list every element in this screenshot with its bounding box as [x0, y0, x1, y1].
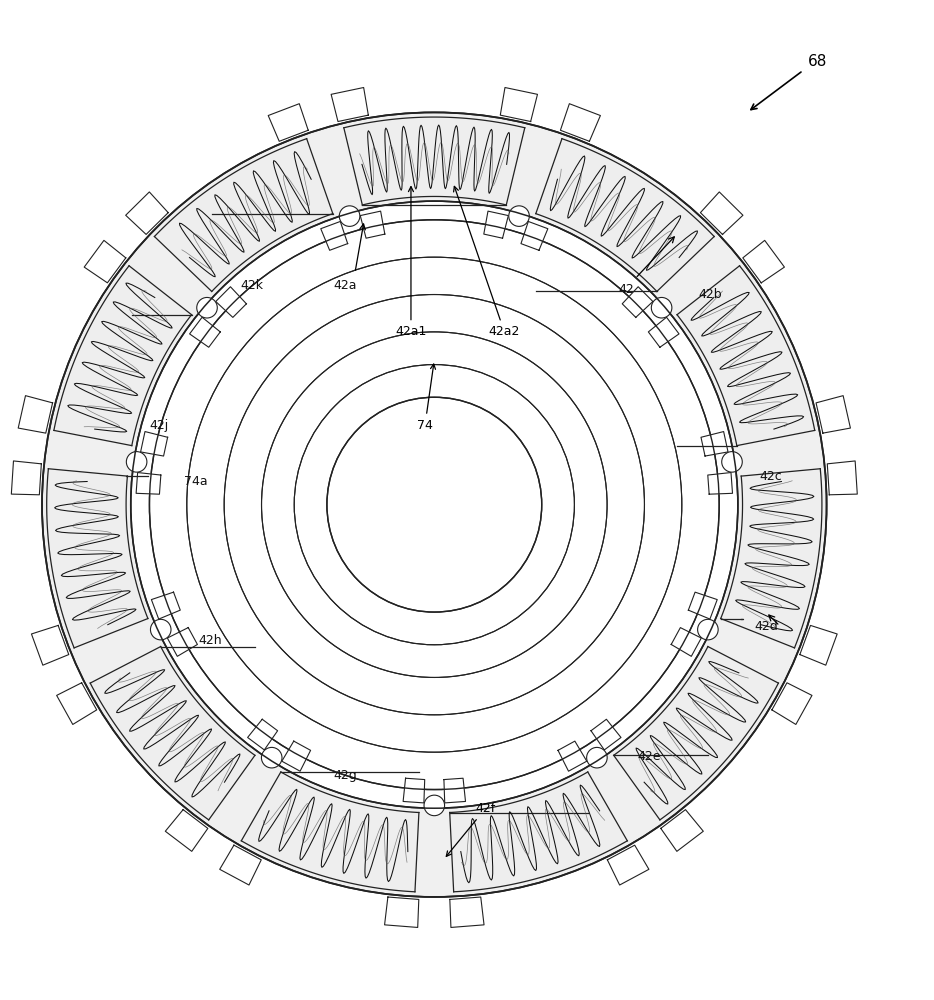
Text: 42a: 42a — [333, 279, 358, 292]
Polygon shape — [816, 396, 851, 433]
Polygon shape — [167, 628, 197, 656]
Polygon shape — [622, 287, 653, 317]
Polygon shape — [648, 317, 679, 347]
Polygon shape — [721, 469, 822, 648]
Text: 42a1: 42a1 — [395, 187, 427, 338]
Polygon shape — [332, 88, 368, 122]
Polygon shape — [241, 772, 419, 892]
Circle shape — [131, 201, 738, 808]
Polygon shape — [771, 683, 812, 724]
Circle shape — [187, 257, 682, 752]
Circle shape — [722, 452, 743, 472]
Polygon shape — [708, 473, 732, 494]
Polygon shape — [320, 221, 347, 250]
Circle shape — [42, 112, 827, 897]
Polygon shape — [385, 897, 418, 927]
Polygon shape — [268, 104, 308, 141]
Polygon shape — [190, 317, 220, 347]
Polygon shape — [361, 211, 385, 238]
Polygon shape — [560, 104, 601, 141]
Polygon shape — [614, 647, 778, 820]
Polygon shape — [701, 432, 728, 456]
Circle shape — [509, 206, 530, 226]
Polygon shape — [344, 117, 525, 205]
Circle shape — [587, 747, 607, 768]
Text: 42a2: 42a2 — [454, 186, 520, 338]
Polygon shape — [607, 845, 649, 885]
Polygon shape — [216, 287, 247, 317]
Circle shape — [197, 297, 218, 318]
Text: 42: 42 — [618, 283, 633, 296]
Text: 74: 74 — [417, 364, 435, 432]
Text: 42h: 42h — [198, 634, 222, 647]
Polygon shape — [91, 647, 255, 820]
Text: 42b: 42b — [698, 288, 722, 301]
Text: 42d: 42d — [754, 620, 778, 633]
Polygon shape — [136, 473, 161, 494]
Polygon shape — [591, 719, 621, 750]
Circle shape — [150, 619, 171, 640]
Polygon shape — [449, 772, 628, 892]
Polygon shape — [165, 810, 208, 851]
Polygon shape — [47, 469, 148, 648]
Circle shape — [339, 206, 360, 226]
Text: 42f: 42f — [446, 802, 496, 856]
Polygon shape — [126, 192, 168, 234]
Circle shape — [327, 397, 542, 612]
Polygon shape — [800, 625, 837, 665]
Circle shape — [698, 619, 718, 640]
Polygon shape — [18, 396, 52, 433]
Polygon shape — [54, 266, 191, 446]
Polygon shape — [219, 845, 262, 885]
Polygon shape — [677, 266, 814, 446]
Polygon shape — [403, 778, 425, 803]
Polygon shape — [84, 240, 126, 283]
Polygon shape — [32, 625, 69, 665]
Circle shape — [424, 795, 445, 816]
Circle shape — [294, 365, 574, 645]
Circle shape — [126, 452, 147, 472]
Text: 42k: 42k — [241, 279, 263, 292]
Circle shape — [262, 332, 607, 677]
Polygon shape — [660, 810, 703, 851]
Polygon shape — [828, 461, 857, 495]
Polygon shape — [484, 211, 508, 238]
Polygon shape — [151, 592, 180, 619]
Circle shape — [262, 747, 282, 768]
Polygon shape — [700, 192, 743, 234]
Polygon shape — [558, 741, 587, 771]
Polygon shape — [688, 592, 717, 619]
Polygon shape — [57, 683, 97, 724]
Polygon shape — [248, 719, 277, 750]
Text: 74a: 74a — [184, 475, 208, 488]
Polygon shape — [282, 741, 311, 771]
Text: 42e: 42e — [637, 750, 661, 763]
Polygon shape — [672, 628, 701, 656]
Polygon shape — [444, 778, 465, 803]
Text: 42j: 42j — [149, 419, 168, 432]
Polygon shape — [536, 139, 715, 291]
Polygon shape — [521, 221, 548, 250]
Polygon shape — [11, 461, 41, 495]
Polygon shape — [154, 139, 333, 291]
Circle shape — [224, 295, 644, 715]
Text: 42g: 42g — [333, 769, 358, 782]
Polygon shape — [743, 240, 785, 283]
Polygon shape — [450, 897, 484, 927]
Text: 68: 68 — [808, 54, 827, 69]
Circle shape — [651, 297, 672, 318]
Circle shape — [149, 220, 719, 790]
Polygon shape — [501, 88, 537, 122]
Text: 42c: 42c — [759, 470, 782, 483]
Polygon shape — [141, 432, 167, 456]
